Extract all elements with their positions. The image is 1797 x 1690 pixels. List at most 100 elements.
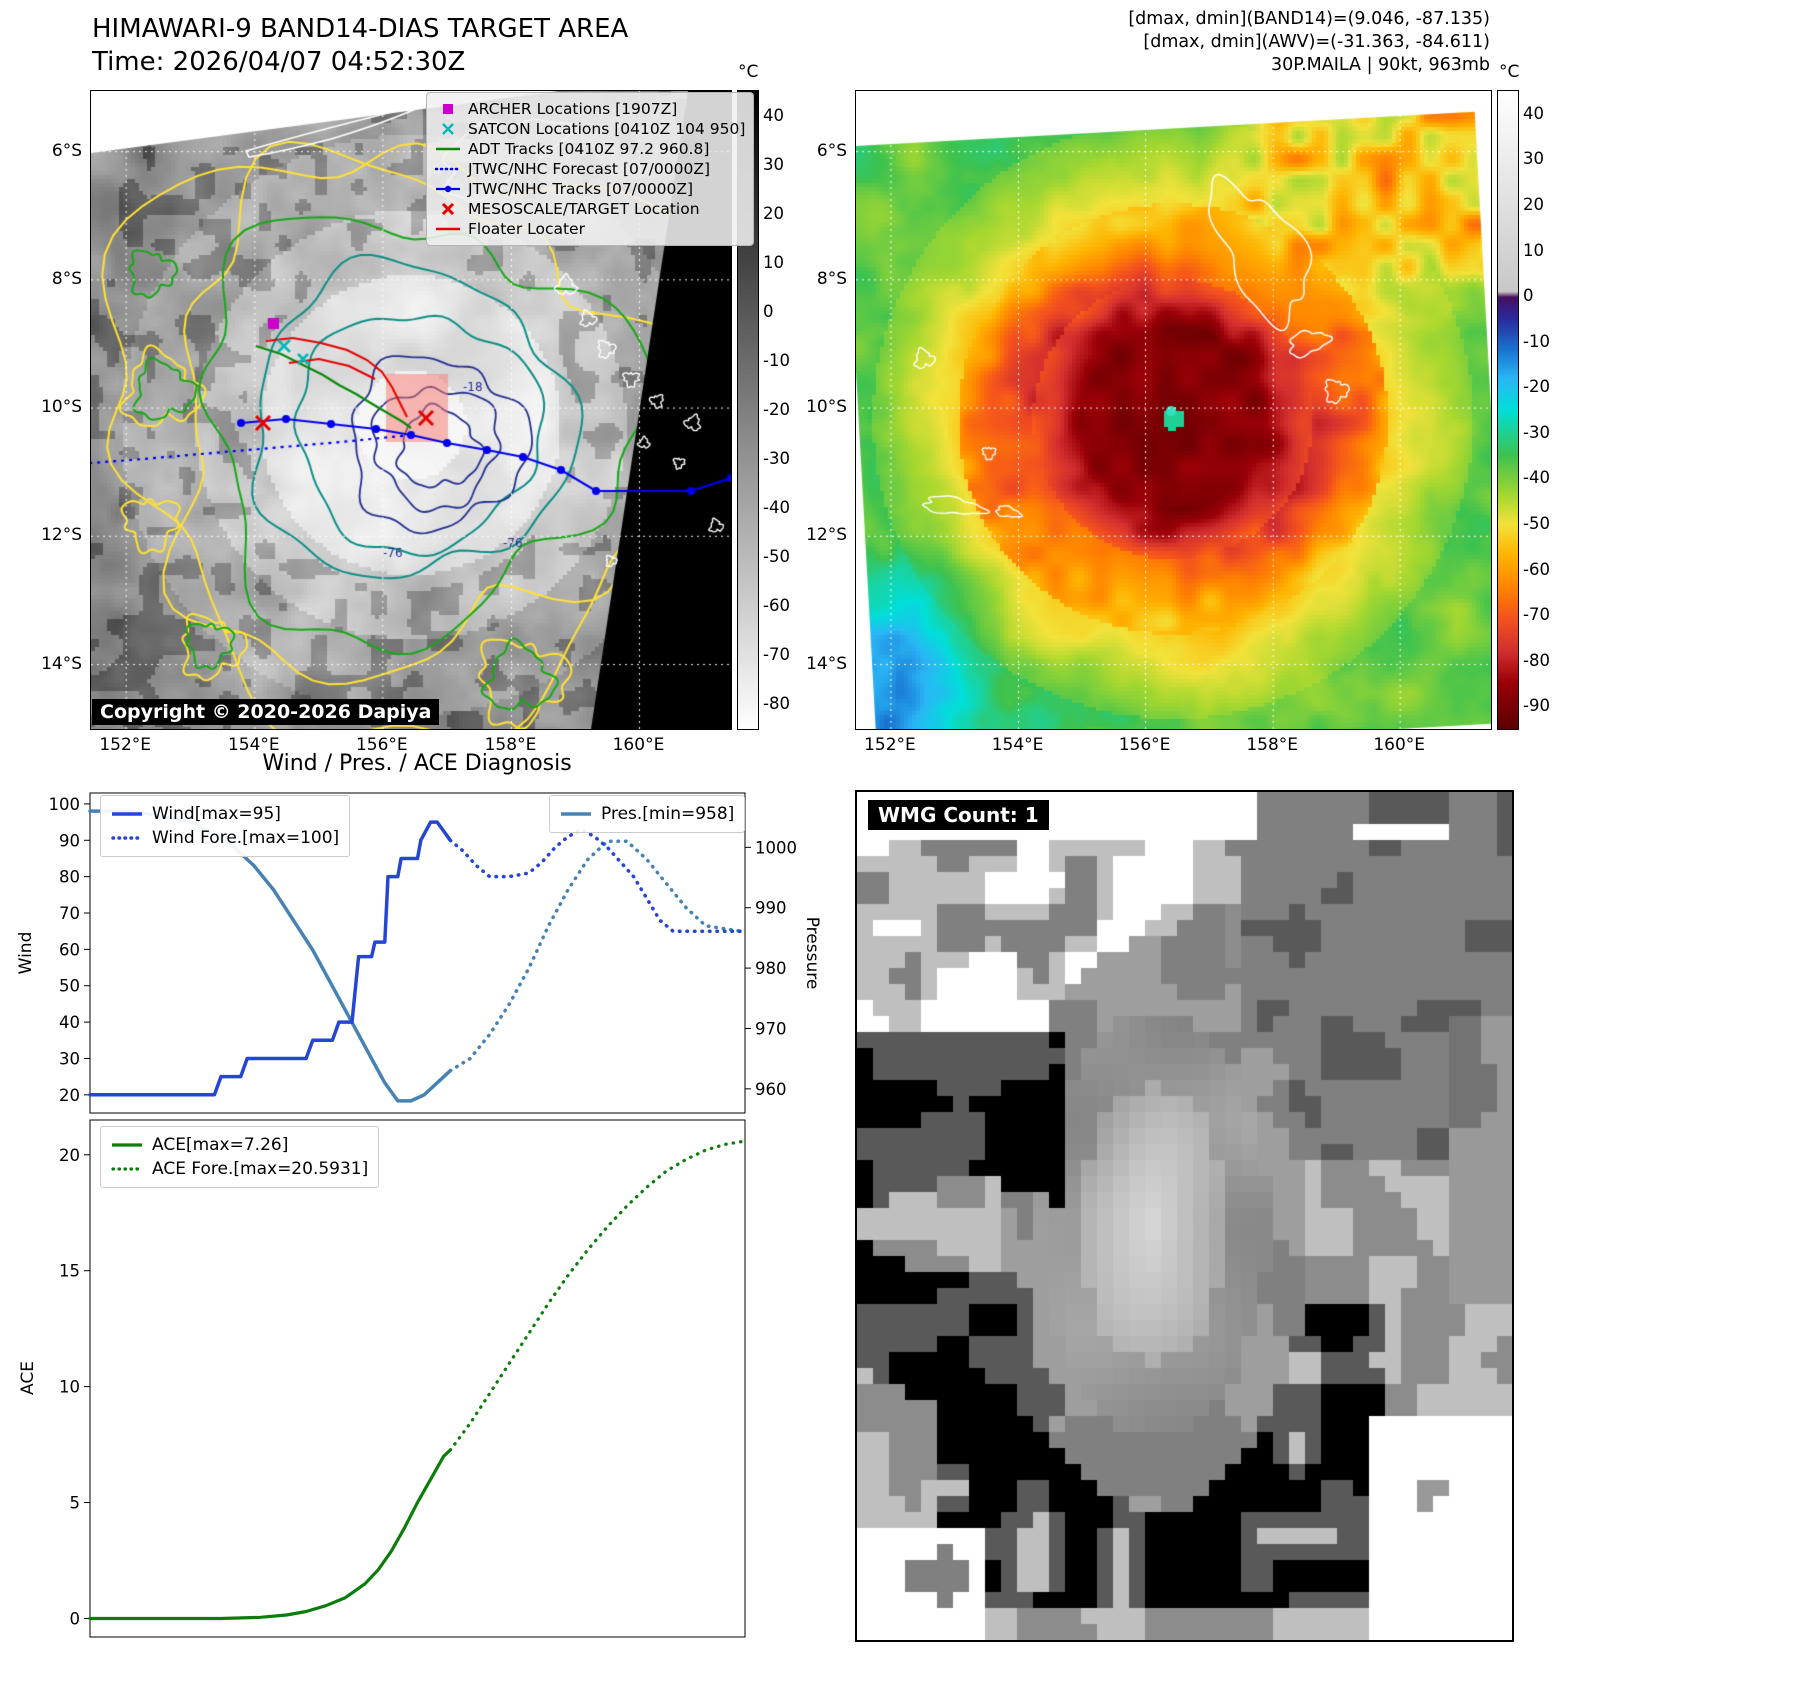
x-tick-label: 158°E <box>1246 735 1299 755</box>
dmax-dmin-awv: [dmax, dmin](AWV)=(-31.363, -84.611) <box>1143 32 1490 52</box>
x-marker-icon <box>442 123 454 135</box>
legend-label: ACE[max=7.26] <box>152 1135 289 1155</box>
x-marker-icon <box>441 203 455 215</box>
legend-label: Floater Locater <box>468 220 585 238</box>
storm-id-intensity: 30P.MAILA | 90kt, 963mb <box>1271 55 1490 75</box>
wind-tick-label: 80 <box>59 868 80 887</box>
diagnosis-charts: 20 30 40 50 60 70 80 90 100 960 970 980 990 1000 0 5 10 1… <box>49 792 797 1638</box>
x-tick-label: 160°E <box>1373 735 1426 755</box>
x-tick-label: 154°E <box>991 735 1044 755</box>
colorbar-tick-label: -70 <box>1523 605 1550 625</box>
line-marker-icon <box>561 812 591 816</box>
legend-item-satcon: SATCON Locations [0410Z 104 950] <box>435 119 745 139</box>
square-marker-icon <box>443 104 453 114</box>
chart-series <box>448 827 747 933</box>
line-marker-icon <box>112 1143 142 1147</box>
ace-axis-label: ACE <box>18 1361 38 1395</box>
ace-tick-label: 10 <box>59 1378 80 1397</box>
legend-item-floater: Floater Locater <box>435 219 745 239</box>
x-tick-label: 158°E <box>484 735 537 755</box>
colorbar-unit: °C <box>1499 62 1520 82</box>
band14-title: HIMAWARI-9 BAND14-DIAS TARGET AREA <box>92 14 629 44</box>
pressure-axis-label: Pressure <box>802 916 822 990</box>
map-legend: ARCHER Locations [1907Z] SATCON Location… <box>426 92 755 246</box>
y-tick-label: 6°S <box>816 140 847 161</box>
awv-map <box>855 90 1492 730</box>
band14-colorbar-ticks: 40 30 20 10 0 -10 -20 -30 -40 -50 -60 -70 -80 <box>763 90 813 728</box>
dotted-line-marker-icon <box>111 1167 143 1171</box>
legend-label: Wind[max=95] <box>152 804 281 824</box>
legend-label: MESOSCALE/TARGET Location <box>468 200 700 218</box>
colorbar-tick-label: -60 <box>1523 559 1550 579</box>
wind-tick-label: 20 <box>59 1086 80 1105</box>
band14-colorbar <box>737 90 759 730</box>
pressure-legend: Pres.[min=958] <box>549 795 746 833</box>
ace-tick-label: 5 <box>70 1494 81 1513</box>
wind-axis-label: Wind <box>16 931 36 975</box>
y-tick-label: 10°S <box>806 397 847 418</box>
colorbar-tick-label: -30 <box>763 449 790 469</box>
legend-label: ADT Tracks [0410Z 97.2 960.8] <box>468 140 710 158</box>
x-tick-label: 154°E <box>227 735 280 755</box>
wmg-image <box>857 792 1512 1640</box>
band14-time: Time: 2026/04/07 04:52:30Z <box>92 47 466 77</box>
awv-colorbar-ticks: 40 30 20 10 0 -10 -20 -30 -40 -50 -60 -70 -80 -90 <box>1523 90 1573 728</box>
colorbar-tick-label: 40 <box>763 105 784 125</box>
colorbar-tick-label: -40 <box>763 498 790 518</box>
colorbar-tick-label: -10 <box>1523 331 1550 351</box>
colorbar-tick-label: 20 <box>763 203 784 223</box>
legend-item-jtwc-tracks: JTWC/NHC Tracks [07/0000Z] <box>435 179 745 199</box>
y-tick-label: 8°S <box>816 268 847 289</box>
colorbar-tick-label: 0 <box>1523 286 1534 306</box>
legend-item-ace: ACE[max=7.26] <box>111 1133 368 1157</box>
wind-tick-label: 60 <box>59 940 80 959</box>
legend-label: Wind Fore.[max=100] <box>152 828 340 848</box>
chart-series <box>448 839 747 1073</box>
legend-label: ACE Fore.[max=20.5931] <box>152 1159 369 1179</box>
awv-header: [dmax, dmin](BAND14)=(9.046, -87.135) [d… <box>960 8 1490 77</box>
band14-y-axis: 6°S 8°S 10°S 12°S 14°S <box>2 90 86 728</box>
legend-item-adt: ADT Tracks [0410Z 97.2 960.8] <box>435 139 745 159</box>
y-tick-label: 8°S <box>51 268 82 289</box>
pressure-tick-label: 970 <box>755 1019 787 1038</box>
colorbar-tick-label: -10 <box>763 350 790 370</box>
wind-legend: Wind[max=95] Wind Fore.[max=100] <box>100 795 351 857</box>
ace-tick-label: 20 <box>59 1146 80 1165</box>
colorbar-tick-label: -80 <box>763 694 790 714</box>
colorbar-tick-label: -80 <box>1523 650 1550 670</box>
y-tick-label: 6°S <box>51 140 82 161</box>
colorbar-tick-label: -20 <box>763 400 790 419</box>
dotted-line-marker-icon <box>111 836 143 840</box>
x-tick-label: 156°E <box>1118 735 1171 755</box>
chart-series <box>88 820 453 1097</box>
chart-series <box>448 1139 747 1452</box>
legend-label: ARCHER Locations [1907Z] <box>468 100 678 118</box>
wind-tick-label: 30 <box>59 1049 80 1068</box>
legend-item-pressure: Pres.[min=958] <box>560 802 734 826</box>
legend-item-wind-forecast: Wind Fore.[max=100] <box>111 826 339 850</box>
wind-tick-label: 70 <box>59 904 80 923</box>
colorbar-unit: °C <box>738 62 759 82</box>
y-tick-label: 10°S <box>41 397 82 418</box>
line-marker-icon <box>436 227 460 231</box>
colorbar-tick-label: 30 <box>1523 149 1544 169</box>
line-marker-icon <box>112 812 142 816</box>
pressure-tick-label: 980 <box>755 959 787 978</box>
colorbar-tick-label: 20 <box>1523 194 1544 214</box>
y-tick-label: 14°S <box>41 653 82 674</box>
colorbar-tick-label: -30 <box>1523 422 1550 442</box>
awv-x-axis: 152°E 154°E 156°E 158°E 160°E <box>855 735 1490 759</box>
colorbar-tick-label: -50 <box>1523 513 1550 533</box>
colorbar-tick-label: 10 <box>1523 240 1544 260</box>
diagnosis-title: Wind / Pres. / ACE Diagnosis <box>262 751 572 776</box>
wind-tick-label: 100 <box>49 795 81 814</box>
legend-item-jtwc-forecast: JTWC/NHC Forecast [07/0000Z] <box>435 159 745 179</box>
awv-satellite-image <box>856 91 1491 729</box>
copyright-watermark: Copyright © 2020-2026 Dapiya <box>92 699 440 725</box>
wind-tick-label: 50 <box>59 977 80 996</box>
awv-y-axis: 6°S 8°S 10°S 12°S 14°S <box>767 90 851 728</box>
wind-chart-frame <box>89 792 746 1114</box>
line-dot-marker-icon <box>436 185 460 193</box>
legend-label: SATCON Locations [0410Z 104 950] <box>468 120 746 138</box>
